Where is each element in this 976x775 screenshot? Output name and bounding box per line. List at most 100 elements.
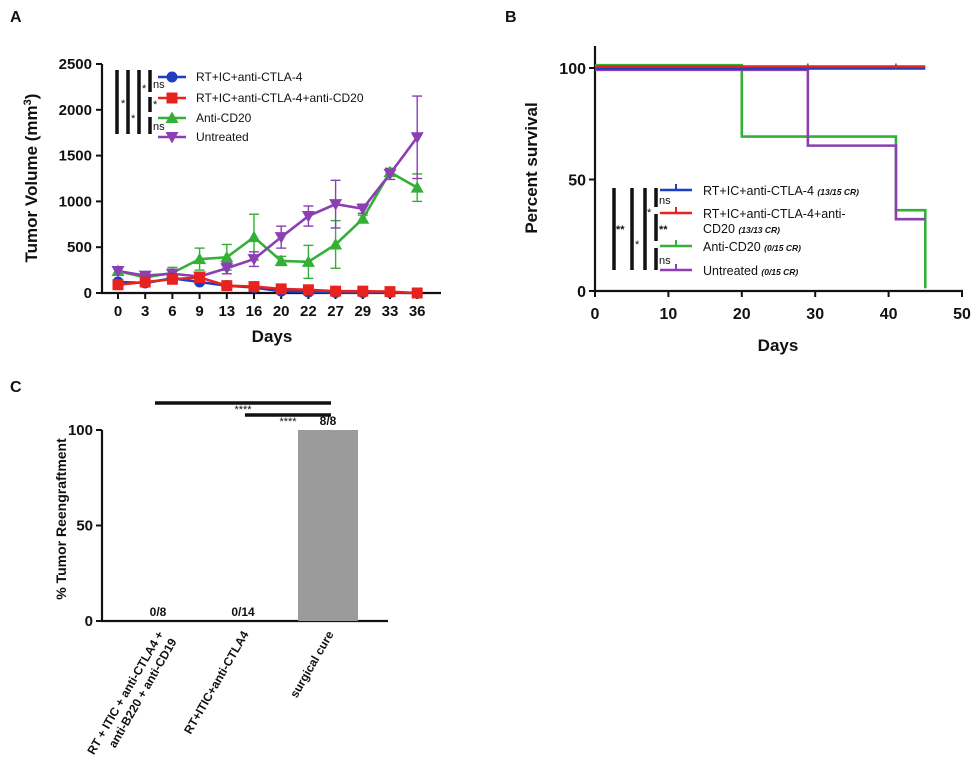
- panel-a-x-ticks: 0 3 6 9 13 16 20 22 27 29 33 36: [114, 293, 426, 320]
- data-point: [220, 263, 234, 275]
- c-x-tick-label: RT+ITIC+anti-CTLA4: [181, 628, 252, 736]
- series-line-1: [117, 276, 418, 295]
- data-point: [410, 181, 424, 193]
- a-y-tick-label: 2000: [59, 102, 92, 119]
- data-point: [275, 283, 287, 295]
- panel-a-label: A: [10, 9, 22, 26]
- bar-count-label: 0/14: [231, 605, 255, 619]
- b-y-tick-label: 50: [568, 173, 586, 190]
- bar-count-label: 8/8: [320, 414, 337, 428]
- sig-c-2: ****: [279, 416, 297, 428]
- bar-2: [298, 430, 358, 621]
- legend-marker: [165, 111, 179, 123]
- panel-b: B 0 50 100 0 10 20 30 40 50 Days Percent surviv…: [505, 9, 971, 355]
- legend-label: Untreated (0/15 CR): [703, 264, 798, 278]
- sig-b-4: ns: [659, 195, 671, 207]
- b-x-tick-label: 50: [953, 306, 971, 323]
- series-line-2: [117, 170, 418, 279]
- series-line-3: [117, 136, 419, 278]
- sig-b-1: **: [616, 224, 625, 236]
- b-x-tick-label: 10: [660, 306, 678, 323]
- panel-a-markers: [111, 132, 424, 299]
- a-x-tick-label: 27: [327, 303, 344, 320]
- panel-b-x-ticks: 0 10 20 30 40 50: [591, 291, 971, 323]
- data-point: [383, 168, 397, 181]
- data-point: [411, 287, 423, 299]
- data-point: [221, 280, 233, 292]
- panel-a-x-label: Days: [252, 327, 293, 346]
- panel-b-y-ticks: 0 50 100: [559, 61, 595, 301]
- a-x-tick-label: 3: [141, 303, 149, 320]
- panel-a-significance: * * * ns * ns: [115, 70, 165, 134]
- sig-b-2: *: [635, 239, 640, 251]
- legend-label: Untreated: [196, 130, 249, 144]
- b-y-tick-label: 100: [559, 61, 586, 78]
- panel-c-significance: **** ****: [155, 401, 331, 428]
- legend-label: RT+IC+anti-CTLA-4: [196, 70, 303, 84]
- data-point: [301, 255, 315, 267]
- c-y-tick-label: 50: [76, 518, 93, 535]
- legend-marker: [166, 92, 178, 104]
- a-x-tick-label: 6: [168, 303, 176, 320]
- a-x-tick-label: 13: [218, 303, 235, 320]
- a-x-tick-label: 33: [382, 303, 399, 320]
- panel-b-y-label: Percent survival: [522, 102, 541, 233]
- panel-a-y-ticks: 0 500 1000 1500 2000 2500: [59, 56, 102, 302]
- a-x-tick-label: 20: [273, 303, 290, 320]
- a-x-tick-label: 16: [246, 303, 263, 320]
- b-x-tick-label: 0: [591, 306, 600, 323]
- panel-c: C 0 50 100 0/8 0/14 8/8 RT + ITIC + anti-CTL…: [10, 379, 388, 764]
- panel-b-x-label: Days: [758, 336, 799, 355]
- panel-a-series-lines: [117, 136, 419, 295]
- sig-a-3: *: [142, 83, 147, 95]
- sig-a-5: *: [153, 99, 158, 111]
- panel-c-y-label: % Tumor Reengraftment: [53, 438, 69, 600]
- c-y-tick-label: 0: [85, 613, 93, 630]
- b-x-tick-label: 40: [880, 306, 898, 323]
- data-point: [138, 270, 152, 283]
- a-y-tick-label: 1000: [59, 193, 92, 210]
- panel-b-label: B: [505, 9, 517, 26]
- c-x-tick-label: RT + ITIC + anti-CTLA4 +anti-B220 + anti…: [84, 628, 179, 764]
- a-x-tick-label: 0: [114, 303, 122, 320]
- data-point: [247, 254, 261, 266]
- panel-a-y-label: Tumor Volume (mm3): [22, 94, 41, 263]
- data-point: [356, 212, 370, 224]
- legend-label: RT+IC+anti-CTLA-4+anti-CD20: [196, 91, 364, 105]
- data-point: [248, 281, 260, 293]
- c-x-tick-label: surgical cure: [287, 628, 337, 700]
- panel-b-survival-curves: [595, 63, 927, 289]
- data-point: [112, 279, 124, 291]
- a-x-tick-label: 9: [195, 303, 203, 320]
- legend-label: Anti-CD20: [196, 111, 252, 125]
- data-point: [247, 230, 261, 243]
- legend-label: RT+IC+anti-CTLA-4 (13/15 CR): [703, 184, 859, 198]
- data-point: [194, 271, 206, 283]
- legend-marker: [165, 132, 179, 144]
- data-point: [274, 232, 288, 244]
- data-point: [193, 252, 207, 265]
- sig-b-3: *: [647, 207, 652, 219]
- bar-count-label: 0/8: [150, 605, 167, 619]
- sig-a-1: *: [121, 98, 126, 110]
- data-point: [220, 250, 234, 263]
- sig-b-5: **: [659, 224, 668, 236]
- panel-c-x-labels: RT + ITIC + anti-CTLA4 +anti-B220 + anti…: [84, 628, 337, 764]
- panel-c-bars: 0/8 0/14 8/8: [150, 414, 358, 621]
- a-y-tick-label: 2500: [59, 56, 92, 73]
- b-x-tick-label: 30: [806, 306, 824, 323]
- data-point: [356, 203, 370, 216]
- data-point: [301, 211, 315, 223]
- panel-c-y-ticks: 0 50 100: [68, 422, 102, 630]
- data-point: [330, 285, 342, 297]
- c-y-tick-label: 100: [68, 422, 93, 439]
- a-y-tick-label: 0: [84, 285, 92, 302]
- data-point: [357, 285, 369, 297]
- sig-a-2: *: [131, 113, 136, 125]
- survival-curve-3: [595, 68, 926, 221]
- legend-label: RT+IC+anti-CTLA-4+anti-: [703, 207, 846, 221]
- a-y-tick-label: 500: [67, 239, 92, 256]
- legend-marker: [166, 71, 178, 83]
